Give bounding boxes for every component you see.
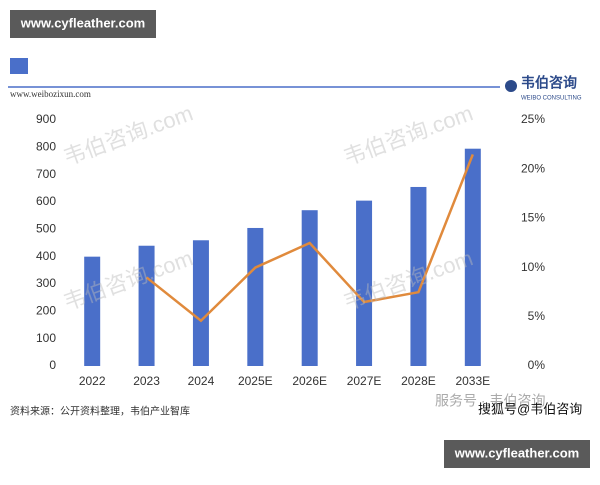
service: 服务号 · 韦伯咨询 <box>435 393 545 409</box>
bar <box>84 256 101 366</box>
x-tick-label: 2033E <box>455 374 490 388</box>
y2-tick-label: 20% <box>521 161 545 175</box>
x-tick-label: 2022 <box>79 374 106 388</box>
x-tick-label: 2027E <box>347 374 382 388</box>
y-tick-label: 700 <box>36 167 56 181</box>
y-tick-label: 400 <box>36 249 56 263</box>
source: 资料来源：公开资料整理，韦伯产业智库 <box>10 405 190 418</box>
y2-tick-label: 5% <box>528 309 546 323</box>
y-tick-label: 100 <box>36 331 56 345</box>
bar <box>192 240 209 366</box>
header-icon <box>10 58 28 74</box>
x-tick-label: 2024 <box>188 374 215 388</box>
brand: 韦伯咨询 <box>521 75 577 91</box>
y-tick-label: 600 <box>36 194 56 208</box>
banner-text: www.cyfleather.com <box>20 15 146 30</box>
bar <box>301 210 318 366</box>
y2-tick-label: 25% <box>521 112 545 126</box>
banner-text: www.cyfleather.com <box>454 445 580 460</box>
brand-en: WEIBO CONSULTING <box>521 96 582 102</box>
y-tick-label: 500 <box>36 222 56 236</box>
y-tick-label: 0 <box>49 358 56 372</box>
y-tick-label: 300 <box>36 276 56 290</box>
x-tick-label: 2028E <box>401 374 436 388</box>
bar <box>247 227 264 366</box>
credit: 搜狐号@韦伯咨询 <box>478 401 582 416</box>
bar <box>410 186 427 366</box>
y2-tick-label: 0% <box>528 358 546 372</box>
bar <box>464 148 481 366</box>
y2-tick-label: 10% <box>521 260 545 274</box>
x-tick-label: 2025E <box>238 374 273 388</box>
x-tick-label: 2023 <box>133 374 160 388</box>
x-tick-label: 2026E <box>292 374 327 388</box>
y-tick-label: 900 <box>36 112 56 126</box>
y2-tick-label: 15% <box>521 211 545 225</box>
line <box>145 153 474 323</box>
banner <box>444 440 590 468</box>
site-url: www.weibozixun.com <box>10 89 91 99</box>
bar <box>138 245 155 366</box>
banner <box>10 10 156 38</box>
bar <box>356 200 373 366</box>
y-tick-label: 800 <box>36 140 56 154</box>
logo-mark <box>505 80 517 92</box>
y-tick-label: 200 <box>36 304 56 318</box>
